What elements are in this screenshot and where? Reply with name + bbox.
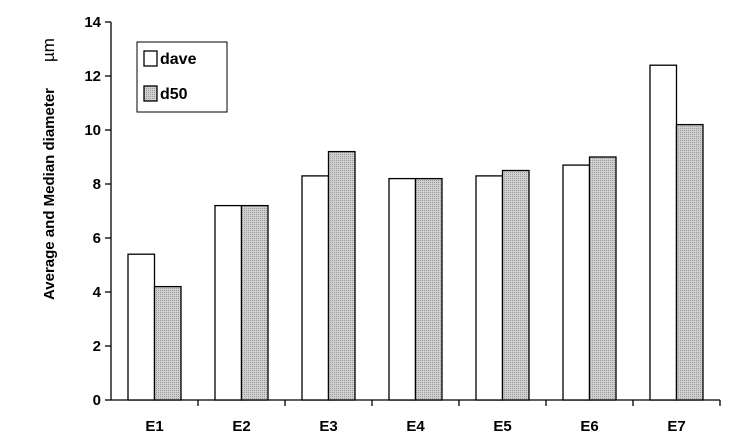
y-axis-unit-text: µm — [39, 38, 58, 62]
y-tick-label: 6 — [93, 230, 101, 247]
x-tick-label: E7 — [667, 418, 685, 435]
x-tick-label: E3 — [319, 418, 337, 435]
bar-dave-E2 — [214, 204, 243, 401]
y-tick-label: 4 — [93, 284, 102, 301]
y-tick-label: 12 — [84, 68, 101, 85]
bar-dave-E7 — [649, 64, 678, 401]
bar-d50-E1 — [153, 285, 182, 401]
y-tick-label: 0 — [93, 392, 101, 409]
legend-swatch-dave — [143, 50, 158, 67]
x-tick-label: E6 — [580, 418, 598, 435]
x-tick-label: E2 — [232, 418, 250, 435]
bar-dave-E3 — [301, 175, 330, 401]
y-axis-title-text: Average and Median diameter — [41, 88, 58, 300]
bar-d50-E6 — [588, 156, 617, 401]
y-tick-label: 10 — [84, 122, 101, 139]
bar-dave-E4 — [388, 177, 417, 401]
bar-d50-E2 — [240, 204, 269, 401]
bar-dave-E6 — [562, 164, 591, 401]
bar-dave-E5 — [475, 175, 504, 401]
legend-swatch-d50 — [143, 85, 158, 102]
bar-d50-E7 — [675, 123, 704, 401]
legend: dave d50 — [136, 41, 228, 113]
legend-label-d50: d50 — [160, 86, 188, 103]
bar-d50-E5 — [501, 169, 530, 401]
bar-d50-E3 — [327, 150, 356, 401]
y-tick-label: 2 — [93, 338, 101, 355]
y-tick-label: 14 — [84, 14, 101, 31]
plot-area: 0 2 4 6 8 10 12 14 E1 E2 E3 E4 E5 E6 E7 — [84, 14, 721, 435]
bar-dave-E1 — [127, 253, 156, 401]
y-axis-unit: µm — [39, 38, 58, 62]
y-tick-label: 8 — [93, 176, 101, 193]
x-tick-label: E5 — [493, 418, 511, 435]
y-axis-title: Average and Median diameter — [41, 88, 58, 300]
legend-label-dave: dave — [160, 51, 197, 68]
x-tick-label: E4 — [406, 418, 425, 435]
x-tick-label: E1 — [145, 418, 163, 435]
bar-d50-E4 — [414, 177, 443, 401]
